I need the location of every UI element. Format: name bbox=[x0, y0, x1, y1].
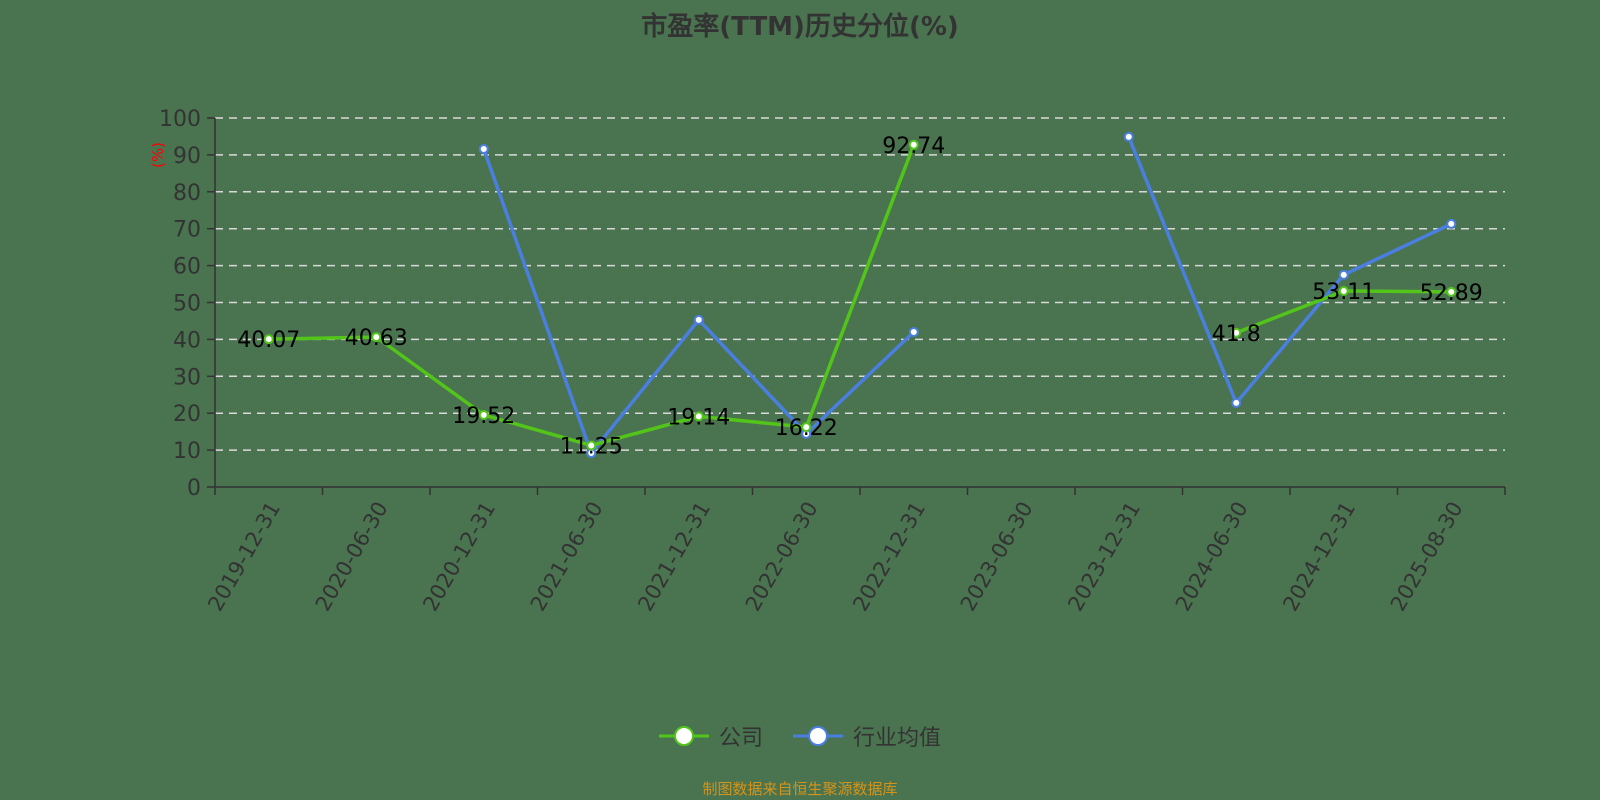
data-label: 16.22 bbox=[775, 416, 838, 441]
y-tick-label: 20 bbox=[173, 402, 201, 427]
series-line bbox=[1127, 136, 1452, 405]
data-point[interactable] bbox=[478, 409, 489, 420]
x-tick-label: 2024-06-30 bbox=[1171, 498, 1253, 616]
y-tick-label: 40 bbox=[173, 328, 201, 353]
legend-label-company: 公司 bbox=[718, 726, 763, 751]
data-point[interactable] bbox=[908, 327, 919, 338]
x-tick-label: 2020-06-30 bbox=[311, 498, 393, 616]
data-label: 52.89 bbox=[1420, 281, 1483, 306]
data-label: 92.74 bbox=[882, 134, 945, 159]
x-tick-label: 2019-12-31 bbox=[203, 498, 285, 616]
data-point[interactable] bbox=[263, 334, 274, 345]
data-point[interactable] bbox=[371, 332, 382, 343]
x-tick-label: 2021-06-30 bbox=[526, 498, 608, 616]
x-tick-label: 2021-12-31 bbox=[633, 498, 715, 616]
data-point[interactable] bbox=[1338, 269, 1349, 280]
y-tick-label: 70 bbox=[173, 218, 201, 243]
chart-title: 市盈率(TTM)历史分位(%) bbox=[641, 12, 959, 42]
x-tick-label: 2020-12-31 bbox=[418, 498, 500, 616]
source-note: 制图数据来自恒生聚源数据库 bbox=[702, 780, 898, 798]
x-tick-label: 2022-06-30 bbox=[741, 498, 823, 616]
series-line bbox=[268, 144, 916, 448]
legend-item-company[interactable]: 公司 bbox=[658, 720, 763, 752]
y-tick-label: 30 bbox=[173, 365, 201, 390]
y-tick-label: 10 bbox=[173, 439, 201, 464]
x-tick-label: 2024-12-31 bbox=[1278, 498, 1360, 616]
data-point[interactable] bbox=[1446, 286, 1457, 297]
data-point[interactable] bbox=[693, 314, 704, 325]
x-tick-label: 2023-12-31 bbox=[1063, 498, 1145, 616]
data-point[interactable] bbox=[1231, 397, 1242, 408]
y-axis-label: (%) bbox=[149, 142, 167, 168]
data-point[interactable] bbox=[1338, 286, 1349, 297]
y-tick-label: 50 bbox=[173, 292, 201, 317]
data-label: 40.63 bbox=[345, 326, 408, 351]
x-tick-label: 2025-08-30 bbox=[1386, 498, 1468, 616]
data-point[interactable] bbox=[1231, 327, 1242, 338]
y-tick-label: 100 bbox=[159, 107, 201, 132]
data-point[interactable] bbox=[1123, 131, 1134, 142]
y-tick-label: 60 bbox=[173, 255, 201, 280]
data-label: 53.11 bbox=[1312, 280, 1375, 305]
legend-label-industry-avg: 行业均值 bbox=[853, 726, 942, 751]
legend: 公司 行业均值 bbox=[0, 720, 1600, 752]
x-tick-label: 2023-06-30 bbox=[956, 498, 1038, 616]
data-label: 11.25 bbox=[560, 434, 623, 459]
data-point[interactable] bbox=[693, 411, 704, 422]
legend-item-industry-avg[interactable]: 行业均值 bbox=[793, 720, 941, 752]
y-tick-label: 80 bbox=[173, 181, 201, 206]
line-chart: 0 10 20 30 40 50 60 70 80 90 100 (%) 2019-12-31 2020-… bbox=[149, 107, 1506, 616]
data-label: 40.07 bbox=[237, 328, 300, 353]
x-tick-label: 2022-12-31 bbox=[848, 498, 930, 616]
data-point[interactable] bbox=[478, 143, 489, 154]
data-point[interactable] bbox=[1446, 218, 1457, 229]
data-label: 19.52 bbox=[452, 404, 515, 429]
data-label: 19.14 bbox=[667, 405, 730, 430]
data-point[interactable] bbox=[586, 440, 597, 451]
y-tick-label: 90 bbox=[173, 144, 201, 169]
data-point[interactable] bbox=[908, 139, 919, 150]
data-label: 41.8 bbox=[1212, 322, 1261, 347]
data-point[interactable] bbox=[801, 422, 812, 433]
y-tick-label: 0 bbox=[187, 476, 201, 501]
